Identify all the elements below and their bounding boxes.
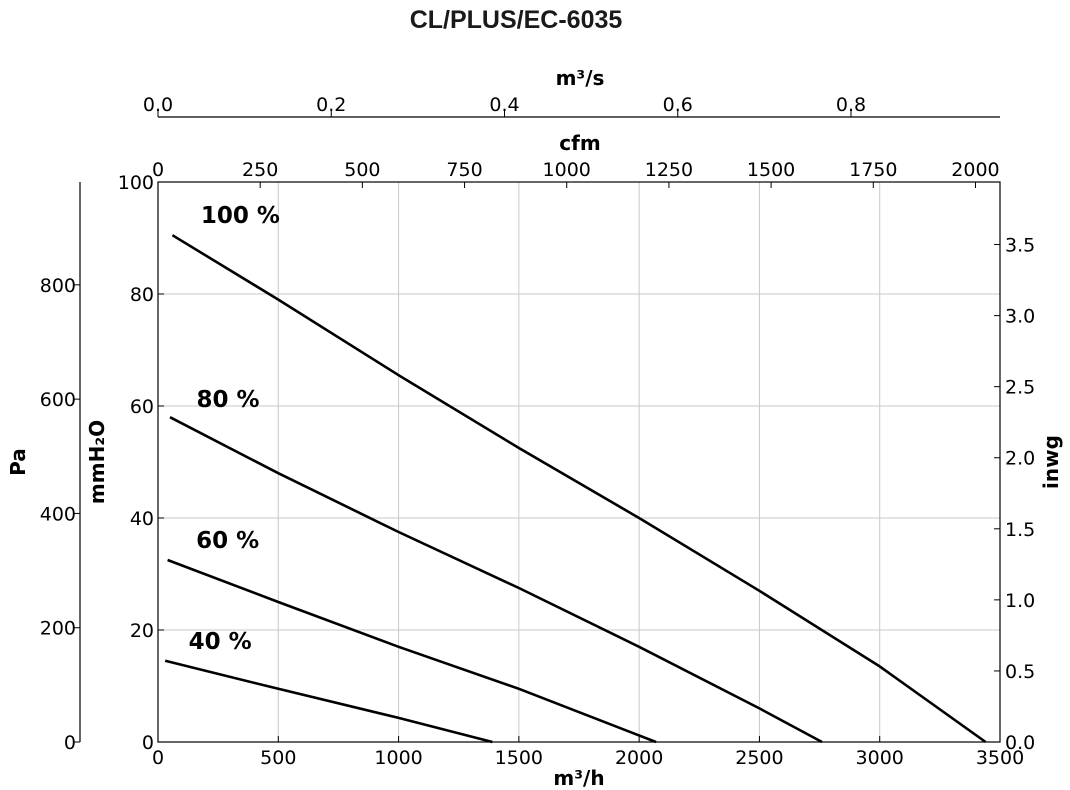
pa-tick-label: 800	[40, 275, 76, 297]
cfm-tick-label: 500	[344, 159, 380, 181]
pa-tick-label: 600	[40, 389, 76, 411]
inwg-tick-label: 2.5	[1005, 377, 1035, 399]
inwg-tick-label: 0.5	[1005, 661, 1035, 683]
x-axis-label-m3h: m³/h	[553, 766, 604, 790]
inwg-tick-label: 0.0	[1005, 732, 1035, 754]
cfm-tick-label: 1250	[645, 159, 693, 181]
fan-curve-60	[167, 558, 657, 744]
x-tick-label: 2000	[615, 747, 663, 769]
x-tick-label: 1000	[374, 747, 422, 769]
mmh2o-tick-label: 100	[118, 172, 154, 194]
mmh2o-tick-label: 0	[142, 732, 154, 754]
m3s-tick-label: 0.8	[836, 94, 866, 116]
curve-label: 40 %	[189, 629, 252, 655]
inwg-tick-label: 3.0	[1005, 306, 1035, 328]
cfm-tick-label: 750	[446, 159, 482, 181]
inwg-tick-label: 2.0	[1005, 448, 1035, 470]
inwg-tick-label: 1.5	[1005, 519, 1035, 541]
cfm-tick-label: 2000	[951, 159, 999, 181]
y-axis-label-pa: Pa	[6, 448, 30, 476]
fan-curve-40	[164, 659, 493, 744]
pa-tick-label: 400	[40, 503, 76, 525]
m3s-tick-label: 0.2	[316, 94, 346, 116]
pa-tick-label: 0	[64, 732, 76, 754]
m3s-tick-label: 0.6	[663, 94, 693, 116]
cfm-tick-label: 1750	[849, 159, 897, 181]
inwg-tick-label: 3.5	[1005, 235, 1035, 257]
pa-tick-label: 200	[40, 618, 76, 640]
x-tick-label: 3000	[856, 747, 904, 769]
inwg-tick-label: 1.0	[1005, 590, 1035, 612]
chart-title: CL/PLUS/EC-6035	[409, 6, 623, 34]
x-tick-label: 3500	[976, 747, 1024, 769]
curve-label: 80 %	[196, 387, 259, 413]
fan-curve-80	[169, 416, 823, 744]
x-tick-label: 1500	[495, 747, 543, 769]
x-tick-label: 500	[260, 747, 296, 769]
m3s-tick-label: 0.4	[489, 94, 519, 116]
curve-label: 60 %	[196, 528, 259, 554]
m3s-tick-label: 0.0	[143, 94, 173, 116]
y-axis-label-inwg: inwg	[1039, 435, 1063, 489]
mmh2o-tick-label: 20	[130, 620, 154, 642]
x-tick-label: 0	[152, 747, 164, 769]
curve-label: 100 %	[201, 203, 280, 229]
cfm-tick-label: 250	[242, 159, 278, 181]
mmh2o-tick-label: 80	[130, 284, 154, 306]
x-axis-label-m3s: m³/s	[556, 66, 605, 90]
fan-curve-100	[171, 234, 987, 744]
mmh2o-tick-label: 60	[130, 396, 154, 418]
cfm-tick-label: 0	[152, 159, 164, 181]
cfm-tick-label: 1000	[543, 159, 591, 181]
y-axis-label-mmh2o: mmH₂O	[85, 420, 109, 504]
x-tick-label: 2500	[735, 747, 783, 769]
plot-frame	[157, 181, 1001, 743]
cfm-tick-label: 1500	[747, 159, 795, 181]
x-axis-label-cfm: cfm	[559, 131, 600, 155]
mmh2o-tick-label: 40	[130, 508, 154, 530]
